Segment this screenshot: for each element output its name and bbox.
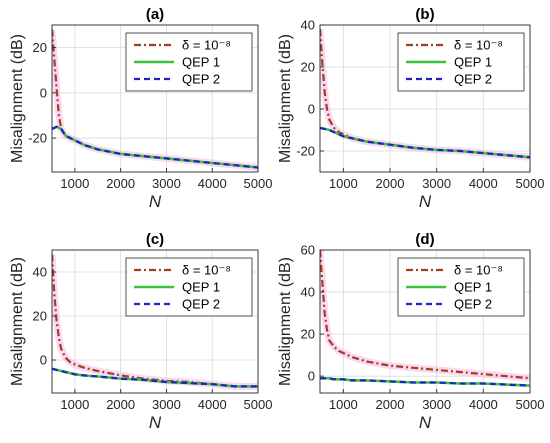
series-line-3: [320, 377, 530, 387]
x-tick-label: 2000: [106, 176, 135, 191]
panel-title: (d): [415, 231, 434, 248]
x-axis-label: N: [419, 192, 432, 211]
axes-frame: [319, 249, 531, 394]
legend: δ = 10⁻⁸ QEP 1 QEP 2: [397, 257, 525, 317]
x-tick-label: 3000: [422, 176, 451, 191]
x-tick-label: 1000: [329, 397, 358, 412]
y-tick-label: 0: [40, 353, 47, 368]
panel-d: 1000 2000 3000 4000 5000 0 20 40 60 (d) N Misalignm…: [277, 231, 544, 432]
series-line-3: [52, 367, 258, 388]
axes-frame: [319, 24, 531, 173]
y-tick-label: 20: [33, 309, 47, 324]
x-tick-label: 4000: [469, 397, 498, 412]
legend-label-3: QEP 2: [182, 72, 220, 87]
x-tick-label: 5000: [516, 176, 545, 191]
x-tick-label: 1000: [60, 397, 89, 412]
y-tick-label: -20: [28, 131, 47, 146]
legend-label-1: δ = 10⁻⁸: [454, 263, 503, 278]
legend-label-2: QEP 1: [454, 280, 492, 295]
legend-label-3: QEP 2: [454, 297, 492, 312]
x-tick-label: 3000: [152, 176, 181, 191]
legend-label-2: QEP 1: [182, 55, 220, 70]
legend-label-3: QEP 2: [182, 297, 220, 312]
x-tick-label: 3000: [152, 397, 181, 412]
x-tick-label: 1000: [60, 176, 89, 191]
x-tick-label: 4000: [198, 176, 227, 191]
x-tick-label: 3000: [422, 397, 451, 412]
x-tick-label: 4000: [198, 397, 227, 412]
x-tick-label: 5000: [516, 397, 545, 412]
series-line-1: [320, 250, 530, 380]
x-axis-label: N: [419, 413, 432, 432]
y-tick-label: -20: [296, 144, 315, 159]
series-group: [52, 29, 258, 171]
legend-label-1: δ = 10⁻⁸: [182, 38, 231, 53]
legend-label-1: δ = 10⁻⁸: [454, 38, 503, 53]
y-axis-label: Misalignment (dB): [9, 34, 26, 163]
legend: δ = 10⁻⁸ QEP 1 QEP 2: [397, 32, 525, 92]
legend: δ = 10⁻⁸ QEP 1 QEP 2: [125, 257, 253, 317]
x-tick-label: 5000: [244, 176, 273, 191]
series-group: [52, 254, 258, 390]
panel-c: 1000 2000 3000 4000 5000 0 20 40 (c) N Misalignmen…: [9, 231, 272, 432]
y-axis-label: Misalignment (dB): [277, 34, 294, 163]
y-tick-label: 60: [301, 243, 315, 258]
axes-frame: [51, 249, 259, 394]
y-tick-label: 20: [33, 40, 47, 55]
y-tick-label: 40: [301, 18, 315, 33]
panel-b: 1000 2000 3000 4000 5000 -20 0 20 40 (b) N Misalign…: [277, 6, 544, 211]
y-tick-label: 0: [308, 369, 315, 384]
legend-label-2: QEP 1: [454, 55, 492, 70]
y-tick-label: 0: [40, 85, 47, 100]
panel-title: (b): [415, 6, 434, 23]
x-axis-label: N: [149, 192, 162, 211]
series-line-3: [320, 126, 530, 159]
x-tick-label: 5000: [244, 397, 273, 412]
panel-title: (a): [146, 6, 164, 23]
y-tick-label: 40: [33, 265, 47, 280]
y-tick-label: 0: [308, 102, 315, 117]
y-axis-label: Misalignment (dB): [277, 257, 294, 386]
series-line-3: [52, 125, 258, 169]
axes-frame: [51, 24, 259, 173]
x-tick-label: 2000: [376, 176, 405, 191]
series-group: [320, 250, 530, 387]
y-tick-label: 20: [301, 60, 315, 75]
panel-title: (c): [146, 231, 164, 248]
x-tick-label: 4000: [469, 176, 498, 191]
x-tick-label: 1000: [329, 176, 358, 191]
y-tick-label: 40: [301, 285, 315, 300]
panel-a: 1000 2000 3000 4000 5000 -20 0 20 (a) N Misalignme…: [9, 6, 272, 211]
legend-label-2: QEP 1: [182, 280, 220, 295]
legend: δ = 10⁻⁸ QEP 1 QEP 2: [125, 32, 253, 92]
series-group: [320, 28, 530, 161]
x-axis-label: N: [149, 413, 162, 432]
legend-label-1: δ = 10⁻⁸: [182, 263, 231, 278]
x-tick-label: 2000: [106, 397, 135, 412]
legend-label-3: QEP 2: [454, 72, 492, 87]
y-axis-label: Misalignment (dB): [9, 257, 26, 386]
x-tick-label: 2000: [376, 397, 405, 412]
y-tick-label: 20: [301, 327, 315, 342]
